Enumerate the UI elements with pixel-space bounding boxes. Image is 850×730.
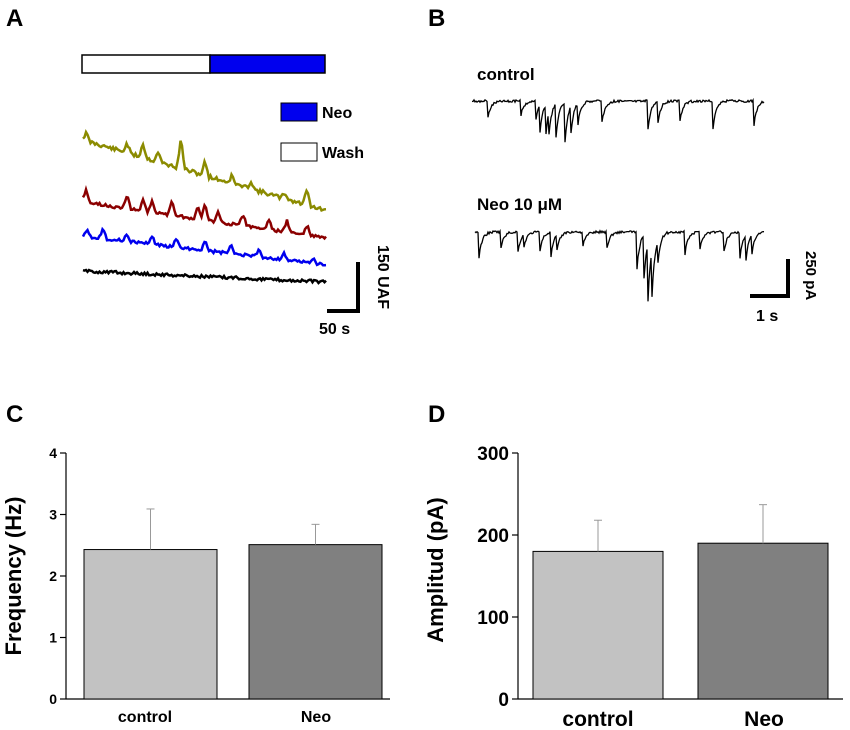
current-trace-neo <box>474 228 765 302</box>
wash-period-bar <box>81 54 211 74</box>
amplitude-chart: 0 100 200 300 control Neo Amplitud (pA) <box>423 444 843 730</box>
panel-d-label: D <box>428 401 445 428</box>
bar <box>697 542 829 700</box>
trace-label-neo: Neo 10 μM <box>477 195 562 214</box>
scale-amplitude-b: 250 pA <box>802 251 819 300</box>
legend-neo-label: Neo <box>322 105 352 122</box>
panel-a-label: A <box>6 5 23 32</box>
scale-time-a: 50 s <box>319 321 350 338</box>
legend-wash-swatch <box>280 142 318 162</box>
x-tick-label: control <box>562 708 633 730</box>
panel-a: Neo Wash 50 s 150 UAF <box>81 54 391 338</box>
y-tick-label: 300 <box>477 444 509 465</box>
frequency-chart: 0 1 2 3 4 control Neo Frequency (Hz) <box>1 445 390 726</box>
panel-b-label: B <box>428 5 445 32</box>
scale-bar-b <box>750 259 790 298</box>
y-tick-label: 0 <box>498 690 509 711</box>
legend-neo-swatch <box>280 102 318 122</box>
x-tick-label: Neo <box>301 709 331 726</box>
y-tick-label: 200 <box>477 526 509 547</box>
y-tick-label: 3 <box>49 507 57 523</box>
scale-time-b: 1 s <box>756 308 778 325</box>
x-tick-label: control <box>118 709 172 726</box>
neo-period-bar <box>209 54 326 74</box>
panel-b: control Neo 10 μM 1 s 250 pA <box>471 65 819 325</box>
y-tick-label: 100 <box>477 608 509 629</box>
x-tick-label: Neo <box>744 708 784 730</box>
calcium-trace-1 <box>82 128 327 212</box>
scale-bar-a <box>327 262 360 313</box>
panel-c-label: C <box>6 401 23 428</box>
y-tick-label: 2 <box>49 568 57 584</box>
calcium-trace-3 <box>81 226 327 267</box>
scale-amplitude-a: 150 UAF <box>374 245 391 309</box>
y-tick-label: 1 <box>49 630 57 646</box>
y-axis-title: Frequency (Hz) <box>1 497 26 656</box>
bar <box>532 550 664 700</box>
calcium-trace-2 <box>81 185 327 241</box>
trace-label-control: control <box>477 65 535 84</box>
current-trace-control <box>471 97 765 143</box>
y-tick-label: 0 <box>49 691 57 707</box>
y-axis-title: Amplitud (pA) <box>423 497 448 642</box>
bar <box>248 544 383 700</box>
y-tick-label: 4 <box>49 445 57 461</box>
bar <box>83 549 218 700</box>
calcium-trace-4 <box>82 268 327 285</box>
legend-wash-label: Wash <box>322 145 364 162</box>
